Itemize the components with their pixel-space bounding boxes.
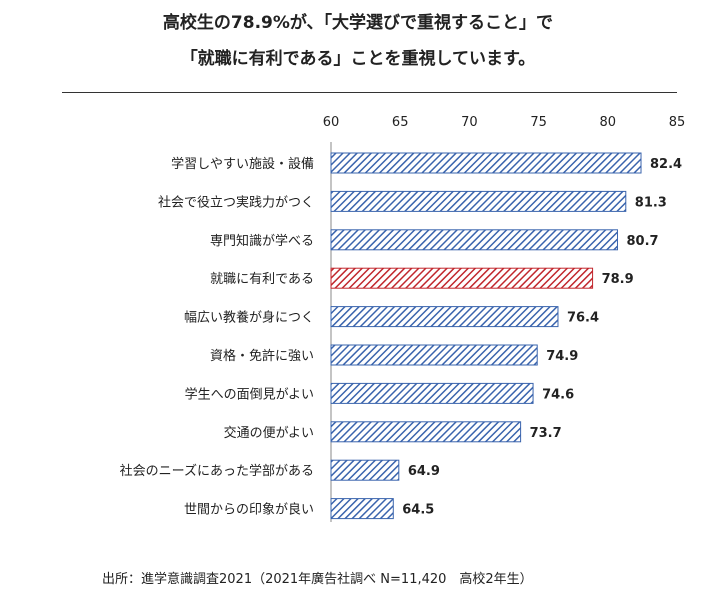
category-label: 学生への面倒見がよい: [185, 386, 314, 402]
data-label: 80.7: [626, 234, 658, 249]
bar: [330, 459, 400, 481]
x-tick-label: 70: [461, 115, 478, 130]
bar: [330, 229, 618, 251]
x-tick-label: 60: [323, 115, 340, 130]
category-label: 世間からの印象が良い: [184, 502, 314, 518]
data-label: 74.9: [546, 349, 578, 364]
data-label: 76.4: [567, 311, 599, 326]
chart-title-line2: 「就職に有利である」ことを重視しています。: [180, 49, 536, 69]
source-note: 出所：進学意識調査2021（2021年廣告社調べ N=11,420 高校2年生）: [102, 572, 533, 587]
bar: [330, 152, 642, 174]
data-label: 81.3: [635, 195, 667, 210]
bar: [330, 382, 534, 404]
data-label: 64.5: [402, 503, 434, 518]
data-label: 64.9: [408, 464, 440, 479]
data-label: 78.9: [602, 272, 634, 287]
chart-title-line1: 高校生の78.9%が、「大学選びで重視すること」で: [162, 13, 554, 33]
category-label: 幅広い教養が身につく: [184, 310, 314, 326]
data-label: 82.4: [650, 157, 682, 172]
bar: [330, 344, 538, 366]
category-label: 就職に有利である: [210, 272, 314, 287]
x-tick-label: 80: [600, 115, 617, 130]
data-label: 73.7: [530, 426, 562, 441]
bar: [330, 190, 627, 212]
bar: [330, 267, 594, 289]
category-label: 専門知識が学べる: [210, 233, 314, 249]
data-label: 74.6: [542, 387, 574, 402]
bar: [330, 421, 522, 443]
category-label: 資格・免許に強い: [210, 348, 314, 364]
x-tick-label: 65: [392, 115, 409, 130]
x-tick-label: 75: [530, 115, 547, 130]
bar-chart: 60 65 70 75 80 85 学習しやすい施設・設備社会で役立つ実践力がつく専門知識…: [120, 115, 686, 522]
category-label: 学習しやすい施設・設備: [171, 156, 314, 172]
title-divider: [62, 92, 677, 93]
category-label: 社会で役立つ実践力がつく: [158, 194, 314, 210]
x-tick-label: 85: [669, 115, 686, 130]
category-label: 交通の便がよい: [224, 425, 314, 441]
category-label: 社会のニーズにあった学部がある: [120, 463, 314, 479]
bar: [330, 306, 559, 328]
bar: [330, 498, 394, 520]
